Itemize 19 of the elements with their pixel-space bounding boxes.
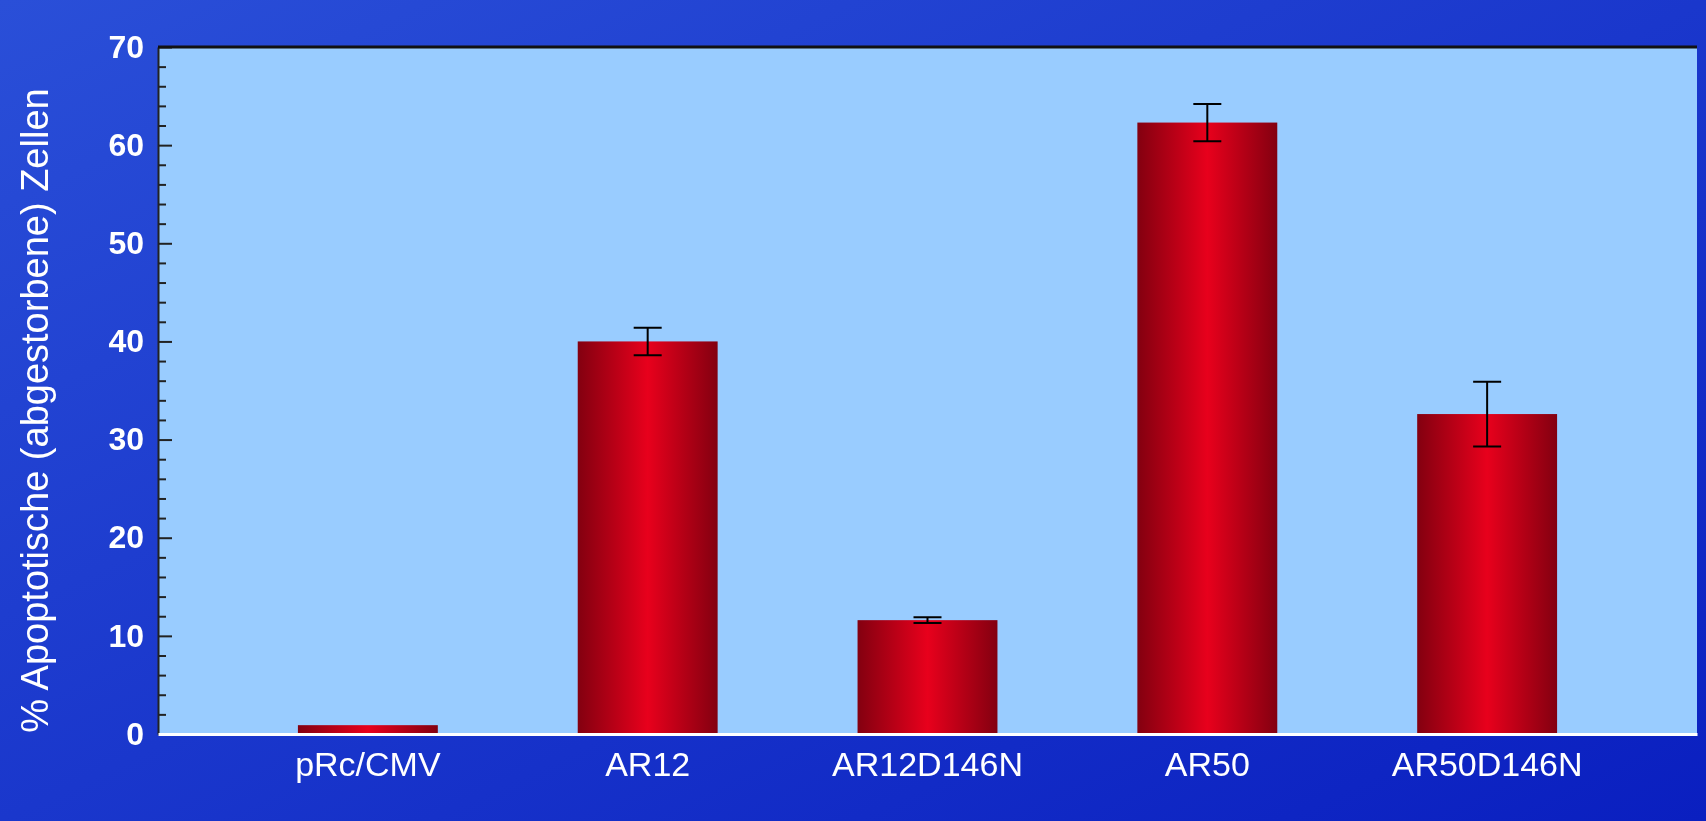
y-tick-label: 70 xyxy=(108,28,144,65)
x-tick-label: AR50D146N xyxy=(1391,745,1583,784)
y-tick-label: 0 xyxy=(126,715,144,752)
bar xyxy=(1417,414,1558,734)
x-tick-label: pRc/CMV xyxy=(295,745,441,784)
y-tick-label: 40 xyxy=(108,323,144,360)
x-tick-label: AR12 xyxy=(605,745,691,784)
y-axis-title: % Apoptotische (abgestorbene) Zellen xyxy=(14,88,56,733)
bar xyxy=(1137,122,1278,734)
x-tick-label: AR50 xyxy=(1164,745,1250,784)
y-tick-label: 30 xyxy=(108,421,144,458)
y-tick-label: 20 xyxy=(108,519,144,556)
bar xyxy=(297,725,438,734)
bar xyxy=(857,620,998,734)
y-tick-label: 10 xyxy=(108,617,144,654)
y-tick-label: 60 xyxy=(108,126,144,163)
y-tick-label: 50 xyxy=(108,225,144,262)
x-tick-label: AR12D146N xyxy=(832,745,1023,784)
bar xyxy=(577,341,718,734)
